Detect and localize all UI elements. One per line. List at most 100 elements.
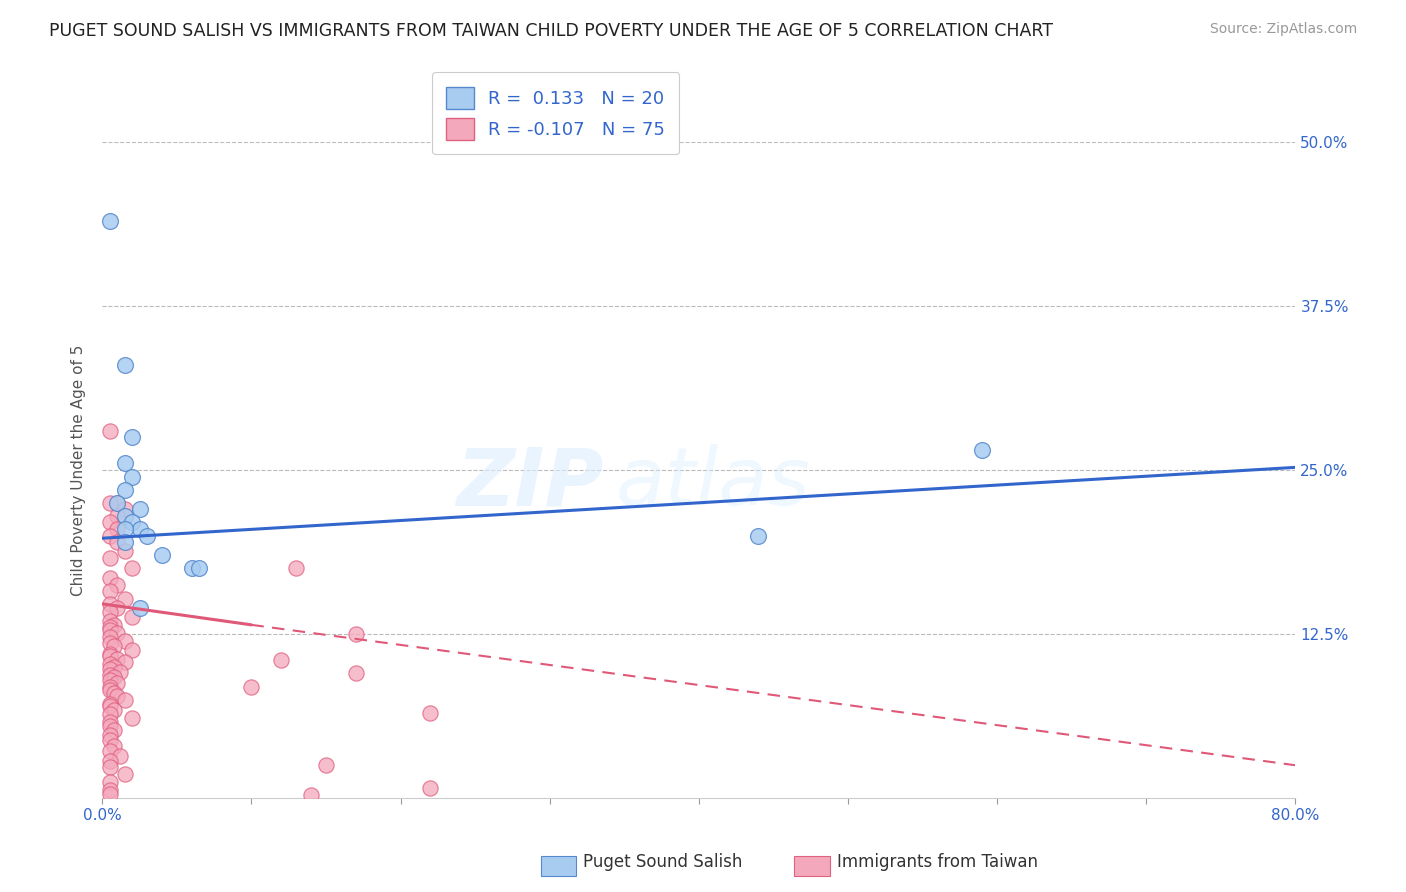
Point	[98, 663, 121, 677]
Point	[98, 550, 121, 565]
Point	[747, 528, 769, 542]
Point	[128, 600, 150, 615]
Point	[98, 605, 121, 619]
Point	[105, 689, 128, 703]
Point	[114, 767, 136, 781]
Point	[98, 571, 121, 585]
Point	[121, 516, 143, 530]
Point	[98, 424, 121, 438]
Point	[98, 583, 121, 598]
Point	[105, 675, 128, 690]
Point	[98, 733, 121, 747]
Point	[114, 483, 136, 497]
Point	[105, 600, 128, 615]
Point	[114, 591, 136, 606]
Point	[103, 703, 125, 717]
Point	[98, 636, 121, 650]
Point	[108, 665, 131, 679]
Text: PUGET SOUND SALISH VS IMMIGRANTS FROM TAIWAN CHILD POVERTY UNDER THE AGE OF 5 CO: PUGET SOUND SALISH VS IMMIGRANTS FROM TA…	[49, 22, 1053, 40]
Point	[103, 660, 125, 674]
Point	[98, 775, 121, 789]
Text: Puget Sound Salish: Puget Sound Salish	[583, 854, 742, 871]
Point	[98, 754, 121, 768]
Point	[114, 655, 136, 669]
Point	[105, 522, 128, 536]
Point	[103, 617, 125, 632]
Point	[270, 653, 292, 667]
Point	[98, 630, 121, 644]
Point	[98, 699, 121, 714]
Point	[98, 697, 121, 711]
Point	[114, 633, 136, 648]
Point	[114, 508, 136, 523]
Point	[98, 516, 121, 530]
Point	[105, 496, 128, 510]
Point	[98, 496, 121, 510]
Point	[344, 627, 367, 641]
Point	[98, 647, 121, 661]
Point	[103, 739, 125, 753]
Point	[121, 610, 143, 624]
Point	[98, 528, 121, 542]
Point	[98, 213, 121, 227]
Point	[105, 496, 128, 510]
Point	[240, 680, 263, 694]
Point	[315, 758, 337, 772]
Point	[98, 597, 121, 611]
Point	[114, 502, 136, 516]
Point	[105, 652, 128, 666]
Point	[98, 714, 121, 729]
Point	[972, 443, 994, 458]
Y-axis label: Child Poverty Under the Age of 5: Child Poverty Under the Age of 5	[72, 344, 86, 596]
Point	[150, 549, 173, 563]
Point	[114, 544, 136, 558]
Point	[128, 502, 150, 516]
Point	[98, 707, 121, 722]
Point	[98, 649, 121, 664]
Point	[299, 789, 322, 803]
Point	[98, 759, 121, 773]
Point	[180, 561, 202, 575]
Text: Immigrants from Taiwan: Immigrants from Taiwan	[837, 854, 1038, 871]
Point	[98, 683, 121, 698]
Point	[114, 535, 136, 549]
Point	[121, 711, 143, 725]
Point	[121, 561, 143, 575]
Point	[188, 561, 211, 575]
Point	[344, 666, 367, 681]
Point	[105, 625, 128, 640]
Legend: R =  0.133   N = 20, R = -0.107   N = 75: R = 0.133 N = 20, R = -0.107 N = 75	[432, 72, 679, 154]
Point	[98, 744, 121, 758]
Point	[103, 723, 125, 737]
Text: ZIP: ZIP	[456, 444, 603, 522]
Text: Source: ZipAtlas.com: Source: ZipAtlas.com	[1209, 22, 1357, 37]
Point	[103, 670, 125, 684]
Point	[114, 457, 136, 471]
Point	[105, 578, 128, 592]
Point	[128, 522, 150, 536]
Point	[98, 657, 121, 672]
Point	[98, 667, 121, 681]
Point	[105, 535, 128, 549]
Point	[121, 430, 143, 444]
Point	[114, 522, 136, 536]
Point	[105, 508, 128, 523]
Point	[121, 642, 143, 657]
Point	[98, 719, 121, 733]
Point	[98, 680, 121, 694]
Point	[98, 728, 121, 742]
Point	[98, 614, 121, 628]
Point	[98, 623, 121, 637]
Point	[114, 692, 136, 706]
Point	[103, 686, 125, 700]
Point	[419, 780, 441, 795]
Point	[98, 783, 121, 797]
Point	[98, 673, 121, 687]
Point	[108, 749, 131, 764]
Point	[98, 787, 121, 801]
Point	[114, 358, 136, 372]
Point	[121, 469, 143, 483]
Point	[136, 528, 159, 542]
Text: atlas: atlas	[616, 444, 810, 522]
Point	[103, 639, 125, 653]
